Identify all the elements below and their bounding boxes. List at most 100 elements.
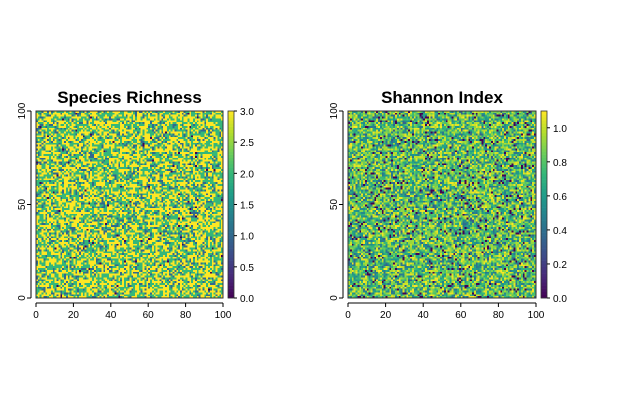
raster-cell bbox=[178, 167, 181, 170]
raster-cell bbox=[71, 187, 74, 190]
raster-cell bbox=[165, 191, 168, 194]
raster-cell bbox=[208, 127, 211, 130]
raster-cell bbox=[183, 140, 186, 144]
raster-cell bbox=[92, 127, 95, 130]
raster-cell bbox=[138, 150, 142, 153]
raster-cell bbox=[79, 172, 82, 175]
raster-cell bbox=[196, 142, 199, 145]
raster-cell bbox=[191, 172, 194, 175]
raster-cell bbox=[116, 161, 119, 164]
raster-cell bbox=[170, 114, 173, 117]
raster-cell bbox=[142, 146, 145, 149]
raster-cell bbox=[138, 133, 142, 136]
raster-cell bbox=[211, 159, 214, 162]
raster-cell bbox=[36, 168, 39, 172]
raster-cell bbox=[135, 154, 138, 157]
raster-cell bbox=[114, 159, 117, 162]
raster-cell bbox=[163, 135, 166, 138]
raster-cell bbox=[88, 118, 91, 121]
raster-cell bbox=[191, 198, 194, 202]
raster-cell bbox=[183, 174, 186, 177]
raster-cell bbox=[114, 167, 117, 170]
raster-cell bbox=[150, 170, 153, 174]
raster-cell bbox=[194, 154, 198, 157]
raster-cell bbox=[56, 176, 59, 179]
raster-cell bbox=[45, 148, 48, 151]
raster-cell bbox=[157, 140, 160, 144]
raster-cell bbox=[79, 133, 82, 136]
raster-cell bbox=[150, 142, 153, 145]
raster-cell bbox=[73, 176, 76, 179]
raster-cell bbox=[129, 114, 132, 117]
raster-cell bbox=[43, 183, 46, 187]
raster-cell bbox=[209, 150, 213, 153]
raster-cell bbox=[112, 170, 115, 174]
raster-cell bbox=[181, 197, 185, 200]
raster-cell bbox=[73, 197, 76, 200]
raster-cell bbox=[151, 120, 155, 123]
raster-cell bbox=[110, 178, 113, 181]
raster-cell bbox=[194, 127, 198, 130]
raster-cell bbox=[56, 197, 59, 200]
raster-cell bbox=[151, 122, 155, 125]
raster-cell bbox=[157, 195, 160, 198]
raster-cell bbox=[116, 154, 119, 157]
raster-cell bbox=[84, 129, 87, 132]
raster-cell bbox=[208, 202, 211, 205]
raster-cell bbox=[151, 178, 155, 181]
raster-cell bbox=[90, 187, 93, 190]
raster-cell bbox=[110, 187, 113, 190]
raster-cell bbox=[123, 167, 127, 170]
raster-cell bbox=[174, 197, 177, 200]
raster-cell bbox=[211, 187, 214, 190]
raster-cell bbox=[90, 155, 93, 159]
raster-cell bbox=[165, 176, 168, 179]
raster-cell bbox=[155, 172, 158, 175]
raster-cell bbox=[178, 183, 181, 187]
raster-cell bbox=[161, 140, 164, 144]
raster-cell bbox=[198, 154, 201, 157]
raster-cell bbox=[136, 116, 140, 119]
raster-cell bbox=[174, 146, 177, 149]
raster-cell bbox=[150, 116, 153, 119]
raster-cell bbox=[131, 144, 134, 147]
raster-cell bbox=[146, 182, 149, 185]
raster-cell bbox=[75, 191, 78, 194]
raster-cell bbox=[43, 185, 46, 188]
raster-cell bbox=[159, 197, 162, 200]
raster-cell bbox=[179, 183, 183, 187]
raster-cell bbox=[58, 195, 61, 198]
raster-cell bbox=[122, 157, 125, 160]
raster-cell bbox=[170, 140, 173, 144]
raster-cell bbox=[208, 165, 211, 168]
raster-cell bbox=[116, 172, 119, 175]
raster-cell bbox=[116, 157, 119, 160]
raster-cell bbox=[47, 198, 50, 202]
raster-cell bbox=[200, 183, 203, 187]
raster-cell bbox=[179, 150, 183, 153]
raster-cell bbox=[92, 116, 95, 119]
raster-cell bbox=[189, 122, 192, 125]
raster-cell bbox=[95, 174, 99, 177]
raster-cell bbox=[140, 183, 143, 187]
raster-cell bbox=[54, 137, 57, 140]
raster-cell bbox=[67, 146, 70, 149]
raster-cell bbox=[36, 148, 39, 151]
raster-cell bbox=[37, 185, 41, 188]
raster-cell bbox=[165, 159, 168, 162]
raster-cell bbox=[112, 133, 115, 136]
raster-cell bbox=[163, 163, 166, 166]
raster-cell bbox=[189, 139, 192, 142]
raster-cell bbox=[159, 189, 162, 192]
raster-cell bbox=[105, 170, 108, 174]
raster-cell bbox=[86, 191, 89, 194]
raster-cell bbox=[194, 111, 198, 114]
raster-cell bbox=[151, 170, 155, 174]
raster-cell bbox=[174, 144, 177, 147]
raster-cell bbox=[118, 182, 121, 185]
raster-cell bbox=[211, 111, 214, 114]
raster-cell bbox=[206, 200, 209, 203]
raster-cell bbox=[144, 200, 147, 203]
raster-cell bbox=[56, 168, 59, 172]
raster-cell bbox=[204, 146, 207, 149]
